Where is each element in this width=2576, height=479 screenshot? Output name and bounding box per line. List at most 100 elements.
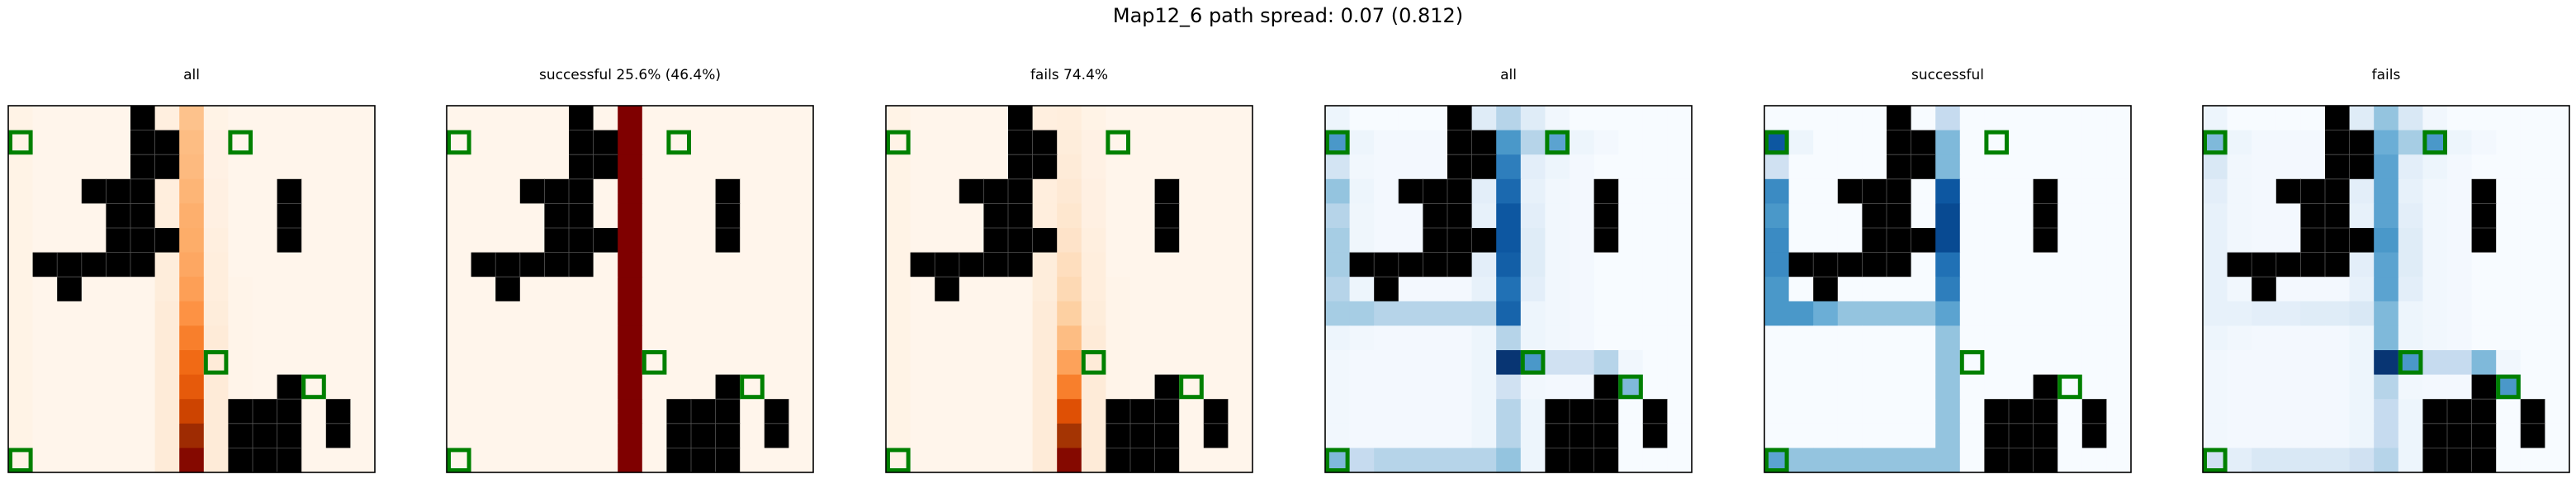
heatmap-cell bbox=[1959, 130, 1985, 155]
heatmap-cell bbox=[666, 154, 692, 180]
heatmap-cell bbox=[32, 423, 58, 448]
heatmap-cell bbox=[764, 106, 789, 131]
heatmap-cell bbox=[32, 178, 58, 204]
heatmap-cell bbox=[350, 399, 376, 424]
heatmap-cell bbox=[2496, 252, 2522, 277]
heatmap-cell bbox=[886, 154, 912, 180]
heatmap-cell bbox=[691, 374, 717, 400]
heatmap-cell bbox=[1179, 154, 1205, 180]
heatmap-cell bbox=[959, 228, 984, 254]
heatmap-cell bbox=[57, 228, 83, 254]
wall-cell bbox=[130, 252, 156, 277]
heatmap-cell bbox=[154, 252, 180, 277]
heatmap-cell bbox=[2057, 448, 2083, 473]
heatmap-cell bbox=[935, 448, 960, 473]
heatmap-cell bbox=[935, 399, 960, 424]
heatmap-cell bbox=[495, 203, 521, 229]
heatmap-cell bbox=[2471, 154, 2497, 180]
heatmap-cell bbox=[1837, 350, 1863, 376]
wall-cell bbox=[1447, 252, 1473, 277]
heatmap-cell bbox=[1570, 374, 1595, 400]
heatmap-cell bbox=[1887, 399, 1912, 424]
heatmap-cell bbox=[1667, 203, 1693, 229]
heatmap-cell bbox=[1520, 277, 1546, 302]
heatmap-cell bbox=[691, 106, 717, 131]
wall-cell bbox=[1545, 448, 1570, 473]
wall-cell bbox=[1447, 106, 1473, 131]
heatmap-cell bbox=[471, 325, 496, 351]
heatmap-cell bbox=[1642, 277, 1668, 302]
heatmap-cell bbox=[910, 325, 935, 351]
heatmap-cell bbox=[788, 448, 814, 473]
heatmap-cell bbox=[1813, 130, 1839, 155]
heatmap-cell bbox=[57, 325, 83, 351]
heatmap-cell bbox=[1545, 350, 1570, 376]
heatmap-cell bbox=[1325, 374, 1351, 400]
heatmap-cell bbox=[2106, 350, 2132, 376]
heatmap-cell bbox=[935, 178, 960, 204]
heatmap-cell bbox=[495, 350, 521, 376]
heatmap-cell bbox=[1618, 301, 1644, 326]
wall-cell bbox=[2325, 106, 2351, 131]
heatmap-cell bbox=[1862, 448, 1887, 473]
heatmap-cell bbox=[81, 203, 107, 229]
heatmap-cell bbox=[301, 277, 327, 302]
heatmap-cell bbox=[154, 374, 180, 400]
heatmap-cell bbox=[593, 423, 618, 448]
heatmap-cell bbox=[1520, 106, 1546, 131]
wall-cell bbox=[2252, 252, 2277, 277]
heatmap-cell bbox=[203, 277, 229, 302]
wall-cell bbox=[1447, 203, 1473, 229]
heatmap-cell bbox=[2374, 350, 2399, 376]
heatmap-cell bbox=[1862, 277, 1887, 302]
goal-marker bbox=[740, 374, 765, 400]
heatmap-cell bbox=[1887, 301, 1912, 326]
heatmap-cell bbox=[2422, 106, 2448, 131]
heatmap-cell bbox=[325, 203, 351, 229]
wall-cell bbox=[1593, 228, 1619, 254]
heatmap-cell bbox=[106, 399, 131, 424]
heatmap-cell bbox=[2106, 154, 2132, 180]
heatmap-cell bbox=[179, 252, 205, 277]
heatmap-cell bbox=[2398, 277, 2423, 302]
heatmap-cell bbox=[618, 154, 643, 180]
wall-cell bbox=[1471, 228, 1497, 254]
heatmap-cell bbox=[2398, 130, 2423, 155]
heatmap-cell bbox=[2398, 106, 2423, 131]
wall-cell bbox=[471, 252, 496, 277]
wall-cell bbox=[1593, 399, 1619, 424]
heatmap-cell bbox=[1642, 325, 1668, 351]
heatmap-cell bbox=[2275, 423, 2301, 448]
wall-cell bbox=[691, 399, 717, 424]
goal-marker bbox=[1764, 130, 1789, 155]
heatmap-cell bbox=[1106, 154, 1131, 180]
heatmap-cell bbox=[1081, 374, 1106, 400]
heatmap-cell bbox=[569, 423, 594, 448]
heatmap-cell bbox=[8, 374, 34, 400]
heatmap-cell bbox=[1984, 203, 2010, 229]
wall-cell bbox=[1423, 252, 1448, 277]
heatmap-cell bbox=[1423, 301, 1448, 326]
heatmap-cell bbox=[2447, 203, 2473, 229]
heatmap-cell bbox=[2227, 203, 2252, 229]
goal-marker bbox=[228, 130, 253, 155]
heatmap-cell bbox=[2520, 301, 2545, 326]
heatmap-cell bbox=[1545, 154, 1570, 180]
heatmap-cell bbox=[2106, 277, 2132, 302]
heatmap-cell bbox=[1398, 154, 1423, 180]
heatmap-cell bbox=[1545, 228, 1570, 254]
heatmap-cell bbox=[1374, 399, 1399, 424]
heatmap-cell bbox=[179, 374, 205, 400]
heatmap-cell bbox=[1349, 301, 1375, 326]
heatmap-cell bbox=[2349, 106, 2375, 131]
heatmap-cell bbox=[715, 301, 741, 326]
heatmap-cell bbox=[8, 106, 34, 131]
heatmap-cell bbox=[1959, 252, 1985, 277]
heatmap-cell bbox=[1374, 301, 1399, 326]
wall-cell bbox=[154, 154, 180, 180]
heatmap-cell bbox=[2081, 325, 2107, 351]
heatmap-cell bbox=[1570, 252, 1595, 277]
heatmap-cell bbox=[325, 228, 351, 254]
heatmap-cell bbox=[886, 325, 912, 351]
heatmap-cell bbox=[886, 374, 912, 400]
